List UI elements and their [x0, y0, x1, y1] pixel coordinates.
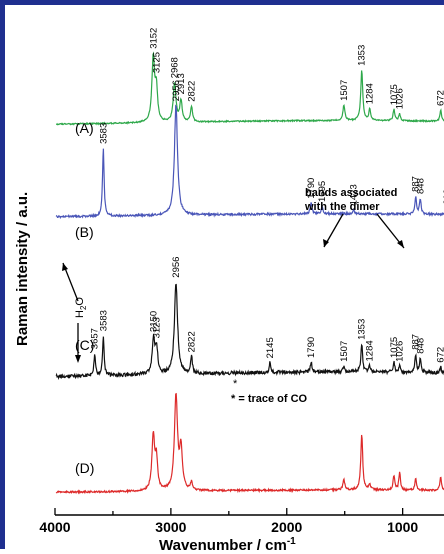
peak-label-c-848: 848	[415, 338, 426, 354]
peak-label-a-3152: 3152	[148, 28, 159, 49]
peak-label-b-3583: 3583	[98, 123, 109, 144]
series-label-c: (C)	[75, 337, 94, 353]
peak-label-a-2913: 2913	[176, 73, 187, 94]
peak-label-c-1507: 1507	[339, 341, 350, 362]
peak-label-b-1695: 1695	[317, 181, 328, 202]
peak-label-c-672: 672	[436, 347, 444, 363]
svg-text:H2O: H2O	[74, 297, 88, 318]
y-axis-title: Raman intensity / a.u.	[14, 192, 31, 346]
peak-label-c-1790: 1790	[306, 337, 317, 358]
x-tick-label-3000: 3000	[155, 519, 186, 535]
peak-label-a-1353: 1353	[357, 45, 368, 66]
annotation-co-note: * = trace of CO	[231, 393, 308, 405]
peak-label-b-887: 887	[411, 176, 422, 192]
co-asterisk: *	[233, 378, 238, 390]
peak-label-a-1075: 1075	[389, 84, 400, 105]
series-label-d: (D)	[75, 460, 94, 476]
series-line-a	[56, 51, 444, 126]
peak-label-a-3125: 3125	[151, 52, 162, 73]
h2o-arrowhead-up	[62, 263, 68, 271]
peak-label-a-1507: 1507	[339, 80, 350, 101]
peak-label-a-2822: 2822	[187, 81, 198, 102]
x-tick-label-2000: 2000	[271, 519, 302, 535]
peak-label-c-1026: 1026	[395, 341, 406, 362]
x-axis-title: Wavenumber / cm-1	[159, 536, 296, 554]
peak-label-a-1026: 1026	[395, 88, 406, 109]
peak-label-c-2956: 2956	[171, 257, 182, 278]
axis-layer: 4000 3000 2000 1000	[39, 508, 444, 535]
peak-label-b-1423: 1423	[349, 184, 360, 205]
peak-label-a-1284: 1284	[365, 83, 376, 104]
series-layer	[55, 51, 444, 495]
x-tick-label-1000: 1000	[387, 519, 418, 535]
peak-label-c-3583: 3583	[98, 310, 109, 331]
x-tick-label-4000: 4000	[39, 519, 70, 535]
peak-label-c-887: 887	[411, 334, 422, 350]
peak-label-c-1284: 1284	[365, 340, 376, 361]
dimer-arrowhead-right	[397, 240, 404, 248]
peak-label-c-3657: 3657	[90, 328, 101, 349]
dimer-arrowhead-left	[323, 239, 329, 247]
peak-label-b-2956: 2956	[171, 80, 182, 101]
peak-label-c-1353: 1353	[357, 319, 368, 340]
annotation-dimer-line1: bands associated	[305, 187, 397, 199]
peak-label-c-2145: 2145	[265, 337, 276, 358]
series-label-b: (B)	[75, 224, 94, 240]
peak-label-a-672: 672	[436, 90, 444, 106]
series-line-b	[55, 104, 444, 220]
peak-label-a-2968: 2968	[170, 57, 181, 78]
h2o-arrowhead-down	[75, 355, 81, 363]
annotation-dimer-line2: with the dimer	[304, 201, 380, 213]
peak-label-c-3123: 3123	[152, 317, 163, 338]
peak-label-b-1790: 1790	[306, 178, 317, 199]
peak-label-c-1075: 1075	[389, 337, 400, 358]
peak-label-b-616: 616	[442, 189, 444, 205]
peak-label-c-2822: 2822	[187, 331, 198, 352]
annotation-h2o: H2O	[74, 297, 88, 318]
series-line-c	[55, 283, 444, 381]
series-label-a: (A)	[75, 120, 94, 136]
series-line-d	[55, 392, 444, 495]
peak-label-b-848: 848	[415, 178, 426, 194]
peak-label-c-3150: 3150	[149, 311, 160, 332]
